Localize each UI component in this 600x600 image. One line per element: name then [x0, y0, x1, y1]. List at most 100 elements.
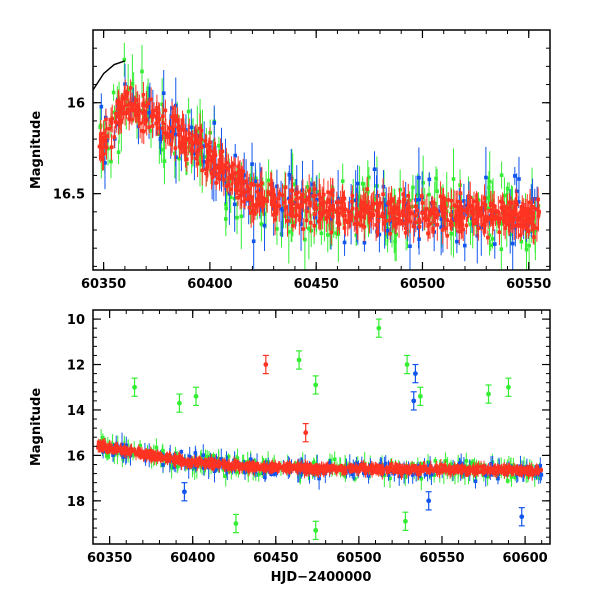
- data-point-red: [149, 114, 154, 119]
- data-point-blue: [212, 121, 217, 125]
- data-point-red: [280, 193, 285, 198]
- data-point-red: [405, 207, 410, 212]
- data-point-red: [514, 223, 519, 228]
- data-point-red: [118, 111, 122, 115]
- data-point-red: [290, 213, 295, 217]
- data-point-red: [242, 191, 246, 196]
- data-point-red: [441, 467, 445, 472]
- data-point-red: [161, 456, 165, 461]
- data-point-green: [419, 476, 424, 481]
- data-point-red: [472, 221, 476, 226]
- data-point-red: [262, 196, 267, 201]
- data-point-red: [292, 463, 297, 468]
- data-point-red: [483, 215, 488, 220]
- data-point-red: [438, 194, 443, 199]
- data-point-red: [471, 213, 476, 217]
- data-point-red: [170, 115, 174, 119]
- data-point-red: [100, 157, 105, 162]
- data-point-red: [415, 468, 419, 473]
- data-point-red: [495, 216, 500, 221]
- data-point-red: [482, 464, 486, 468]
- data-point-red: [483, 203, 488, 207]
- data-point-red: [318, 469, 323, 473]
- data-point-red: [431, 200, 435, 205]
- data-point-green: [161, 135, 166, 139]
- data-point-green: [360, 181, 365, 186]
- data-point-red: [236, 177, 241, 181]
- data-point-red: [275, 203, 280, 207]
- data-point-red: [440, 228, 445, 232]
- top-panel: 60350 60400 60450 60500 60550 16 16.5 Ma…: [29, 29, 551, 292]
- data-point-red: [268, 469, 273, 473]
- data-point-red: [401, 192, 405, 197]
- data-point-red: [283, 206, 288, 210]
- data-point-red: [247, 469, 251, 473]
- data-point-red: [388, 231, 392, 236]
- data-point-red: [327, 198, 332, 203]
- data-point-red: [190, 460, 194, 465]
- data-point-red: [250, 202, 255, 207]
- data-point-red: [341, 209, 346, 214]
- data-point-red: [210, 175, 215, 180]
- data-point-red: [199, 137, 204, 142]
- data-point-blue: [289, 176, 294, 181]
- data-point-green: [186, 109, 191, 114]
- data-point-red: [455, 199, 459, 204]
- data-point-red: [440, 469, 444, 474]
- data-point-red: [187, 131, 192, 136]
- data-point-red: [507, 200, 512, 205]
- data-point-red: [482, 196, 487, 200]
- data-point-red: [366, 466, 371, 470]
- data-point-red: [361, 462, 366, 467]
- data-point-green: [169, 465, 174, 470]
- data-point-red: [127, 117, 131, 121]
- data-point-green: [468, 461, 473, 465]
- data-point-blue: [516, 200, 521, 204]
- data-point-red: [210, 154, 214, 159]
- data-point-red: [406, 218, 411, 223]
- data-point-red: [199, 128, 204, 133]
- data-point-red: [258, 183, 263, 188]
- data-point-red: [511, 213, 515, 218]
- data-point-blue: [253, 179, 258, 184]
- data-point-red: [198, 141, 202, 145]
- data-point-green: [398, 187, 402, 192]
- data-point-green: [524, 247, 529, 252]
- data-point-red: [111, 450, 116, 454]
- data-point-red: [122, 445, 127, 450]
- data-point-red: [134, 113, 139, 118]
- data-point-red: [283, 185, 288, 190]
- data-point-red: [383, 219, 388, 223]
- data-point-red: [182, 459, 186, 464]
- data-point-green: [256, 472, 261, 477]
- data-point-red: [195, 141, 199, 145]
- data-point-red: [256, 464, 260, 469]
- data-point-red: [510, 218, 514, 223]
- data-point-red: [321, 200, 326, 205]
- data-point-red: [427, 470, 432, 475]
- data-point-red: [150, 112, 155, 117]
- data-point-blue: [280, 208, 285, 212]
- data-point-red: [410, 211, 414, 216]
- data-point-red: [218, 152, 223, 157]
- data-point-red: [163, 456, 168, 460]
- data-point-red: [320, 202, 324, 207]
- data-point-red: [223, 163, 227, 168]
- data-point-green: [224, 202, 228, 207]
- data-point-green: [513, 475, 518, 480]
- data-point-red: [443, 226, 448, 231]
- data-point-blue: [275, 184, 279, 189]
- data-point-green: [343, 464, 348, 468]
- data-point-blue: [189, 125, 194, 130]
- data-point-green: [319, 231, 324, 236]
- data-point-blue: [103, 161, 107, 165]
- data-point-red: [107, 127, 111, 131]
- data-point-green: [403, 475, 408, 480]
- data-point-red: [422, 464, 427, 469]
- data-point-red: [486, 216, 490, 221]
- data-point-green: [509, 232, 513, 237]
- data-point-green: [451, 177, 456, 181]
- data-point-red: [460, 223, 464, 227]
- data-point-red: [359, 203, 363, 207]
- data-point-red: [117, 103, 121, 108]
